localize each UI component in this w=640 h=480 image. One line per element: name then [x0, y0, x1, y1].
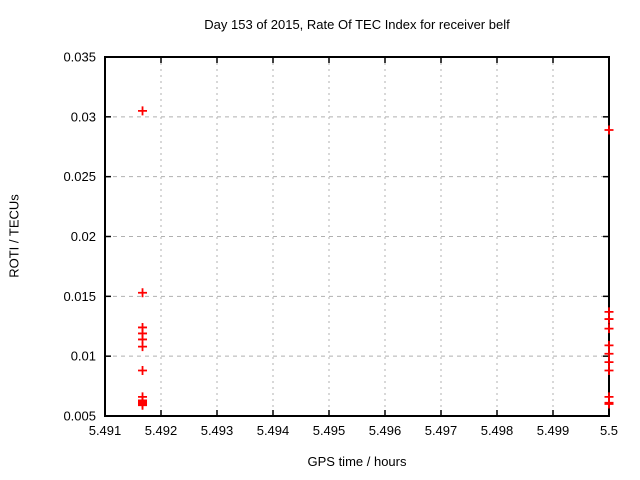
y-tick-label: 0.02	[71, 229, 96, 244]
y-tick-label: 0.01	[71, 349, 96, 364]
x-tick-label: 5.493	[201, 423, 234, 438]
data-point-marker	[604, 125, 614, 135]
x-tick-label: 5.492	[145, 423, 178, 438]
x-tick-label: 5.496	[369, 423, 402, 438]
y-tick-label: 0.035	[63, 50, 96, 65]
y-tick-label: 0.015	[63, 289, 96, 304]
data-point-marker	[604, 340, 614, 350]
data-point-marker	[138, 342, 148, 352]
y-tick-label: 0.005	[63, 409, 96, 424]
x-tick-label: 5.499	[537, 423, 570, 438]
data-point-marker	[604, 366, 614, 376]
y-tick-label: 0.03	[71, 109, 96, 124]
data-point-marker	[604, 399, 614, 409]
data-point-marker	[138, 106, 148, 116]
x-tick-label: 5.491	[89, 423, 122, 438]
x-tick-label: 5.495	[313, 423, 346, 438]
y-tick-label: 0.025	[63, 169, 96, 184]
x-tick-label: 5.494	[257, 423, 290, 438]
x-tick-label: 5.5	[600, 423, 618, 438]
data-point-marker	[138, 288, 148, 298]
x-tick-label: 5.497	[425, 423, 458, 438]
x-tick-label: 5.498	[481, 423, 514, 438]
data-point-marker	[604, 324, 614, 334]
data-point-marker	[138, 400, 148, 410]
data-point-marker	[604, 357, 614, 367]
data-point-marker	[604, 349, 614, 359]
x-axis-label: GPS time / hours	[307, 454, 407, 469]
data-point-marker	[604, 314, 614, 324]
data-point-marker	[138, 366, 148, 376]
chart-title: Day 153 of 2015, Rate Of TEC Index for r…	[204, 17, 510, 32]
